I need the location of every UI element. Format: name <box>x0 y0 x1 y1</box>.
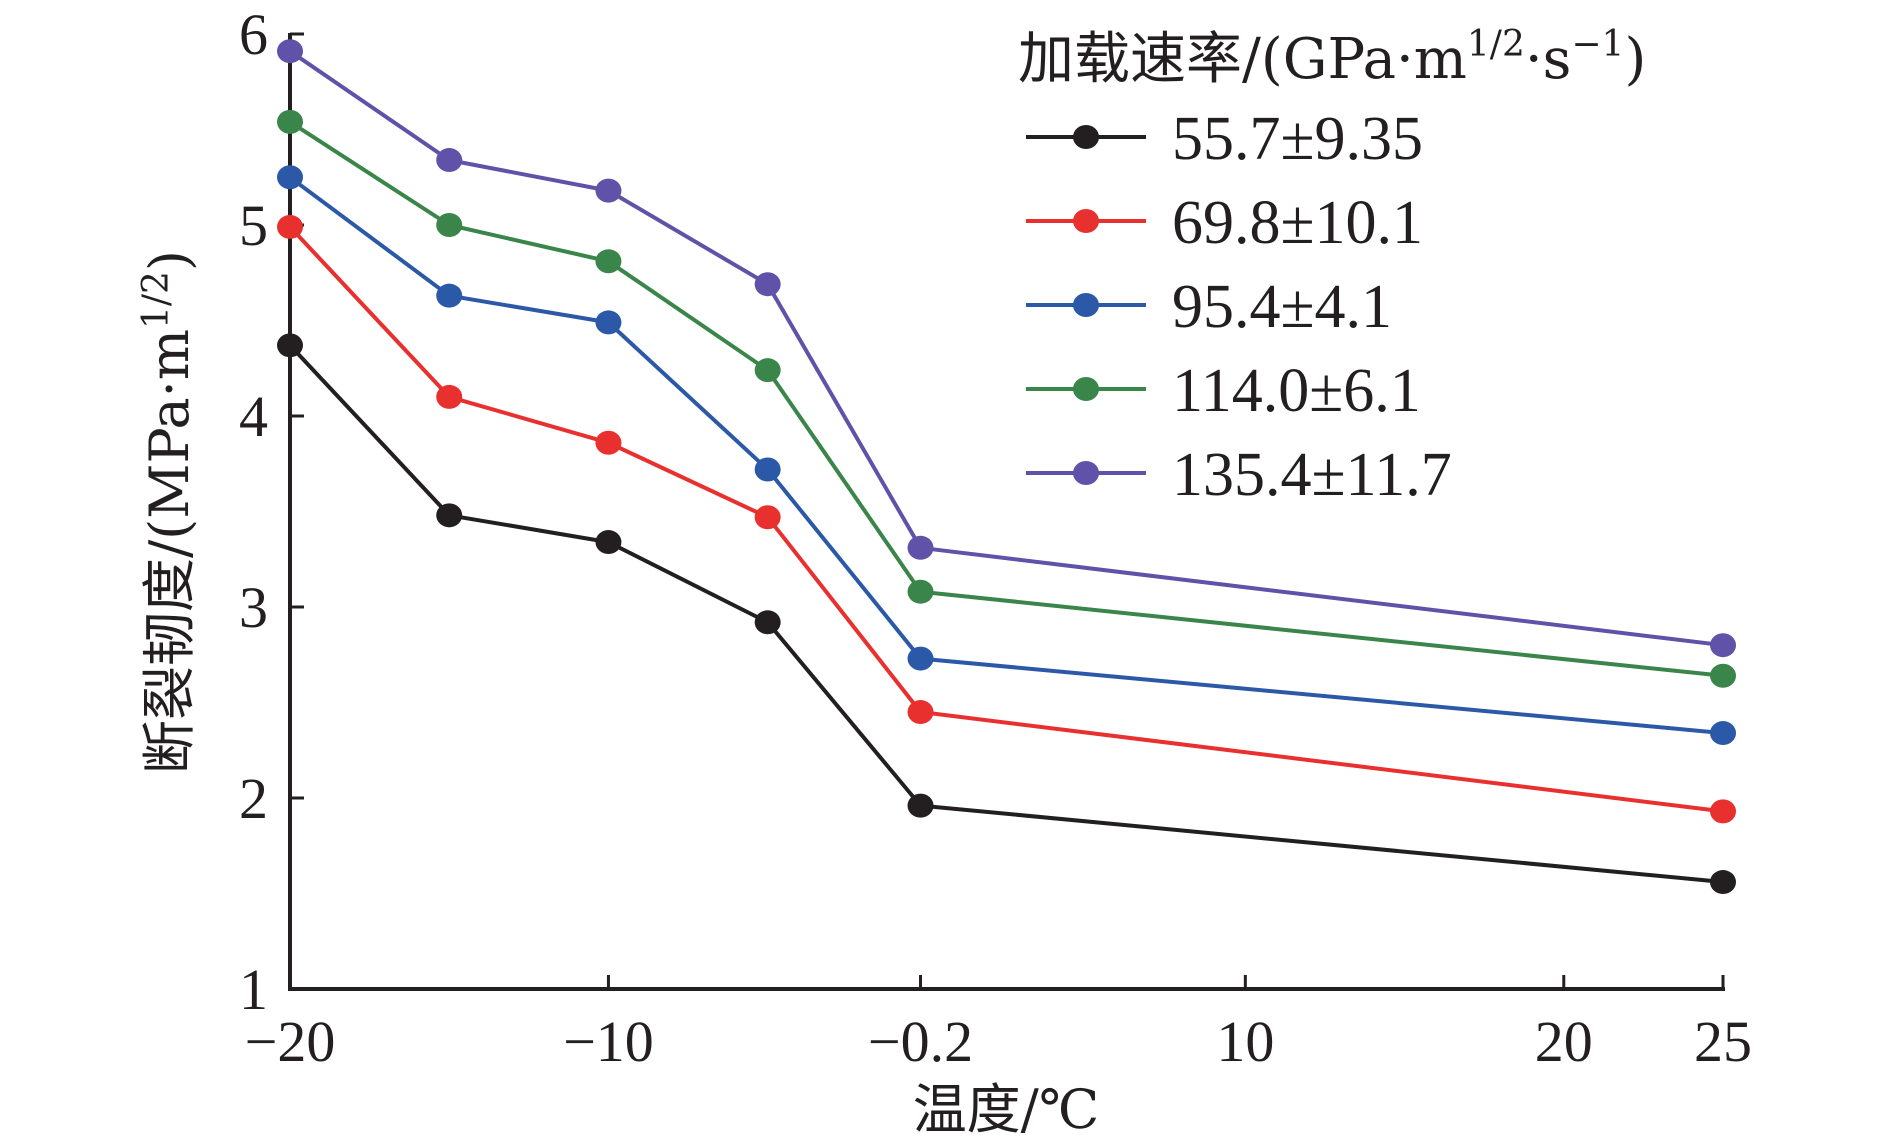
y-axis-title: 断裂韧度/(MPa·m1/2) <box>136 250 201 774</box>
data-point <box>436 148 463 173</box>
x-tick-label: 25 <box>1694 1009 1752 1074</box>
data-point <box>1710 721 1736 746</box>
legend-label: 95.4±4.1 <box>1172 273 1392 341</box>
y-axis-title-sup: 1/2 <box>136 271 177 329</box>
data-point <box>277 109 303 134</box>
series-line <box>288 49 1724 648</box>
legend-marker <box>1073 293 1099 317</box>
data-point <box>595 430 622 455</box>
y-axis-title-main: 断裂韧度/(MPa·m <box>138 329 201 774</box>
x-axis-title: 温度/℃ <box>913 1078 1100 1141</box>
data-point <box>754 358 781 383</box>
series-3 <box>277 109 1736 688</box>
legend-label: 114.0±6.1 <box>1172 357 1421 425</box>
legend-title-main: 加载速率/(GPa·m <box>1018 27 1467 92</box>
data-point <box>436 283 463 308</box>
data-point <box>907 793 934 818</box>
legend-title-mid: ·s <box>1525 27 1572 92</box>
legend-title-sup2: −1 <box>1571 24 1624 65</box>
series-line <box>288 175 1724 736</box>
y-axis-title-close: ) <box>138 250 201 271</box>
legend-marker <box>1073 461 1099 485</box>
legend-item: 95.4±4.1 <box>1026 273 1392 341</box>
data-point <box>1710 663 1736 688</box>
data-point <box>907 579 934 604</box>
data-point <box>754 457 781 482</box>
data-point <box>277 214 303 239</box>
data-point <box>754 610 781 635</box>
legend-label: 69.8±10.1 <box>1172 189 1423 257</box>
x-tick-label: −0.2 <box>868 1009 973 1074</box>
legend-items: 55.7±9.35 69.8±10.1 95.4±4.1 114.0±6.1 135.4… <box>1026 105 1452 509</box>
series-4 <box>277 39 1736 658</box>
data-point <box>595 530 622 555</box>
y-tick-label: 6 <box>239 2 268 67</box>
series-2 <box>277 165 1736 746</box>
legend-marker <box>1073 377 1099 401</box>
data-point <box>754 272 781 297</box>
legend-item: 55.7±9.35 <box>1026 105 1423 173</box>
x-axis-ticks: −20 −10 −0.2 10 20 25 <box>245 975 1752 1074</box>
y-tick-label: 1 <box>239 957 268 1022</box>
series-line <box>288 225 1724 814</box>
legend-marker <box>1073 125 1099 149</box>
y-tick-label: 4 <box>239 384 268 449</box>
legend-title-close: ) <box>1624 27 1646 92</box>
legend-item: 114.0±6.1 <box>1026 357 1421 425</box>
x-tick-label: −20 <box>245 1009 336 1074</box>
legend: 加载速率/(GPa·m1/2·s−1) 55.7±9.35 69.8±10.1 95… <box>1018 24 1646 509</box>
data-point <box>1710 799 1736 824</box>
data-point <box>595 178 622 203</box>
series-1 <box>277 214 1736 824</box>
legend-label: 135.4±11.7 <box>1172 441 1452 509</box>
data-point <box>1710 870 1736 895</box>
legend-title: 加载速率/(GPa·m1/2·s−1) <box>1018 24 1646 92</box>
data-point <box>436 384 463 409</box>
data-point <box>754 505 781 530</box>
legend-item: 69.8±10.1 <box>1026 189 1423 257</box>
series-layer <box>277 39 1736 895</box>
data-point <box>1710 633 1736 658</box>
data-point <box>907 700 934 725</box>
y-axis-ticks: 1 2 3 4 5 6 <box>239 2 304 1022</box>
data-point <box>595 249 622 274</box>
y-tick-label: 5 <box>239 193 268 258</box>
axes <box>288 33 1725 991</box>
data-point <box>277 333 303 358</box>
x-tick-label: 20 <box>1535 1009 1593 1074</box>
data-point <box>277 39 303 64</box>
data-point <box>595 310 622 335</box>
x-tick-label: 10 <box>1216 1009 1274 1074</box>
data-point <box>436 503 463 528</box>
y-tick-label: 2 <box>239 766 268 831</box>
legend-marker <box>1073 209 1099 233</box>
y-tick-label: 3 <box>239 575 268 640</box>
series-line <box>288 120 1724 678</box>
data-point <box>277 165 303 190</box>
data-point <box>907 646 934 671</box>
series-line <box>288 343 1724 884</box>
data-point <box>436 213 463 237</box>
legend-label: 55.7±9.35 <box>1172 105 1423 173</box>
legend-item: 135.4±11.7 <box>1026 441 1452 509</box>
legend-title-sup1: 1/2 <box>1467 24 1525 65</box>
series-0 <box>277 333 1736 895</box>
x-tick-label: −10 <box>563 1009 654 1074</box>
data-point <box>907 535 934 560</box>
